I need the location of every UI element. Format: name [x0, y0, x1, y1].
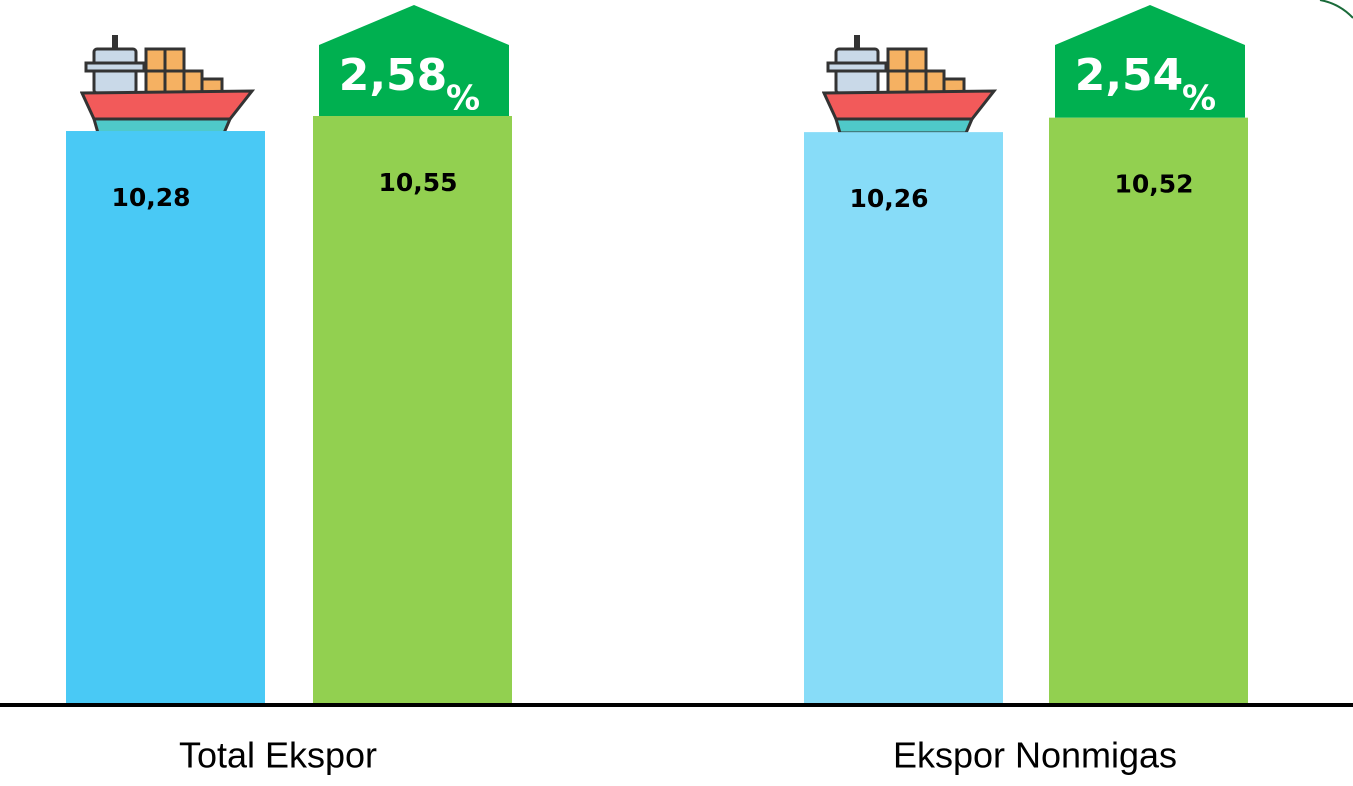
ship-icon — [82, 35, 252, 133]
growth-label: 2,54 — [1075, 50, 1184, 101]
value-label: 10,26 — [849, 184, 928, 213]
bar — [804, 132, 1003, 703]
bar — [313, 116, 512, 703]
bar — [1049, 118, 1248, 703]
growth-label: 2,58 — [339, 50, 448, 101]
value-label: 10,52 — [1114, 170, 1193, 199]
baseline — [0, 703, 1353, 707]
x-tick-label: Total Ekspor — [179, 735, 377, 776]
x-tick-label: Ekspor Nonmigas — [893, 735, 1177, 776]
chart: Total Ekspor 10,28 10,55 2,58% Ekspor Nonmig… — [0, 0, 1353, 786]
value-label: 10,55 — [378, 168, 457, 197]
bar — [66, 131, 265, 703]
growth-unit: % — [446, 79, 480, 119]
growth-unit: % — [1182, 79, 1216, 119]
value-label: 10,28 — [111, 183, 190, 212]
ship-icon — [824, 35, 994, 133]
corner-arc — [1320, 0, 1353, 18]
